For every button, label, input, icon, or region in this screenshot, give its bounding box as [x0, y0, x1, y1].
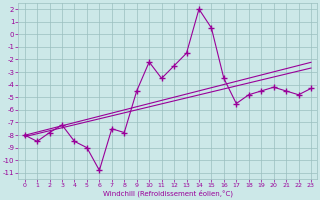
X-axis label: Windchill (Refroidissement éolien,°C): Windchill (Refroidissement éolien,°C): [103, 190, 233, 197]
